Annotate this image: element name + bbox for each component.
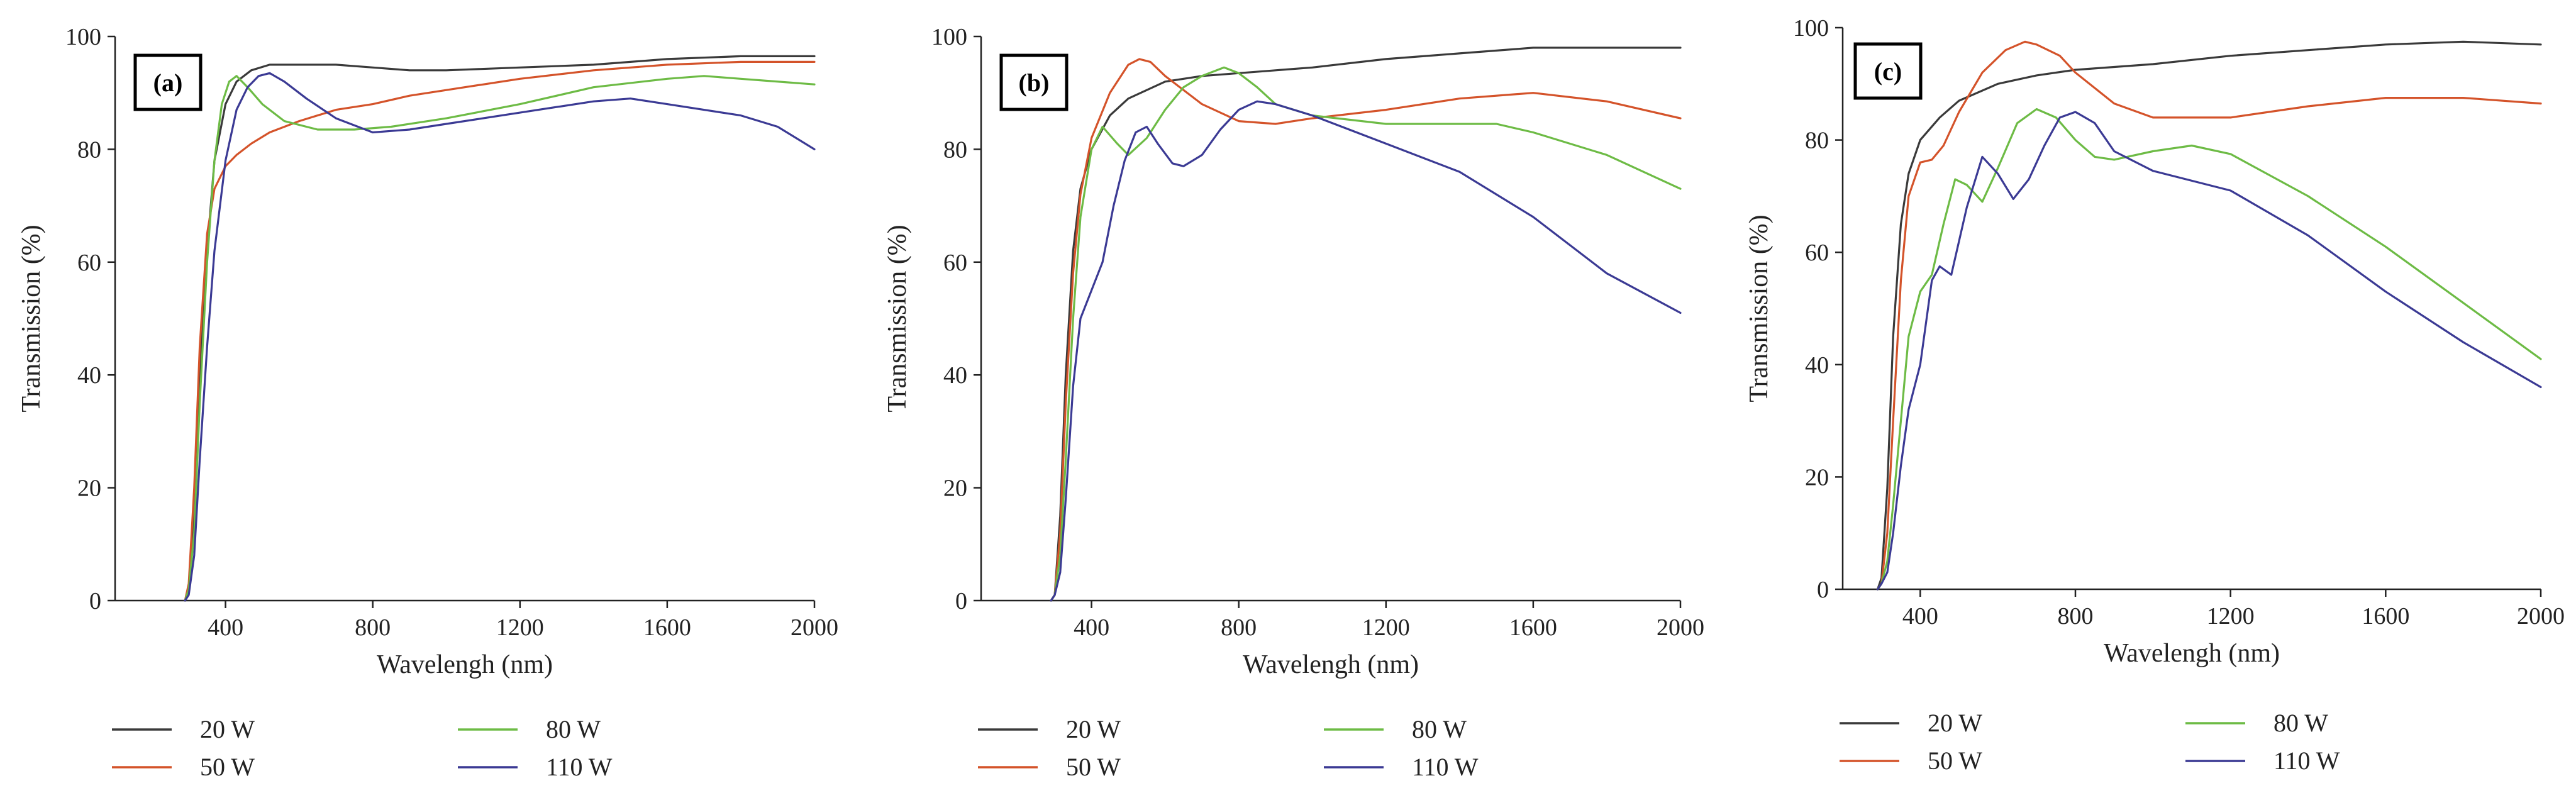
series-line-110-w bbox=[1876, 111, 2542, 591]
series-line-110-w bbox=[1050, 100, 1682, 602]
x-axis-title: Wavelengh (nm) bbox=[2104, 639, 2280, 668]
x-tick-label: 400 bbox=[208, 614, 243, 641]
y-axis-title: Transmission (%) bbox=[17, 225, 46, 412]
legend-label-110-w: 110 W bbox=[2273, 746, 2340, 775]
legend-label-110-w: 110 W bbox=[546, 753, 613, 781]
legend-label-50-w: 50 W bbox=[1066, 753, 1121, 781]
y-tick-label: 60 bbox=[943, 250, 967, 276]
y-tick-label: 60 bbox=[77, 250, 101, 276]
x-tick-label: 1600 bbox=[643, 614, 691, 641]
y-tick-label: 0 bbox=[955, 588, 967, 614]
series-line-20-w bbox=[1876, 40, 2542, 591]
panel-tag-box bbox=[999, 53, 1069, 111]
panel-tag-box bbox=[1853, 42, 1923, 100]
x-axis-title: Wavelengh (nm) bbox=[1243, 650, 1419, 679]
chart-panel-c: 0 20 40 60 80 100 400 800 1200 1600 2000 Wavelengh … bbox=[1745, 15, 2565, 775]
series-line-80-w bbox=[1050, 66, 1682, 602]
legend-label-20-w: 20 W bbox=[200, 715, 255, 743]
y-tick-label: 0 bbox=[1817, 577, 1829, 603]
series-line-20-w bbox=[1050, 47, 1682, 602]
x-tick-label: 800 bbox=[355, 614, 391, 641]
chart-panel-a: 0 20 40 60 80 100 400 800 1200 1600 2000 Wavelengh … bbox=[17, 24, 838, 781]
y-tick-label: 40 bbox=[77, 362, 101, 389]
y-tick-label: 60 bbox=[1805, 240, 1829, 266]
x-tick-label: 400 bbox=[1902, 603, 1938, 630]
y-tick-label: 20 bbox=[943, 475, 967, 502]
legend: 20 W 50 W 80 W 110 W bbox=[112, 715, 613, 781]
panel-tag-label: (b) bbox=[1019, 69, 1050, 97]
y-tick-label: 40 bbox=[943, 362, 967, 389]
x-tick-label: 2000 bbox=[1657, 614, 1704, 641]
y-tick-label: 0 bbox=[89, 588, 101, 614]
legend: 20 W 50 W 80 W 110 W bbox=[978, 715, 1479, 781]
series-line-50-w bbox=[1050, 58, 1682, 602]
y-tick-label: 40 bbox=[1805, 352, 1829, 379]
y-tick-label: 20 bbox=[77, 475, 101, 502]
series-line-20-w bbox=[184, 55, 816, 602]
chart-panel-b: 0 20 40 60 80 100 400 800 1200 1600 2000 Wavelengh … bbox=[883, 24, 1704, 781]
x-axis-title: Wavelengh (nm) bbox=[377, 650, 553, 679]
x-tick-label: 1600 bbox=[1509, 614, 1557, 641]
legend-label-20-w: 20 W bbox=[1066, 715, 1121, 743]
x-tick-label: 2000 bbox=[791, 614, 838, 641]
y-axis-title: Transmission (%) bbox=[883, 225, 912, 412]
x-tick-label: 1200 bbox=[2207, 603, 2255, 630]
panel-tag-box bbox=[133, 53, 203, 111]
legend-label-80-w: 80 W bbox=[2273, 709, 2328, 737]
legend-label-50-w: 50 W bbox=[200, 753, 255, 781]
series-line-110-w bbox=[184, 72, 816, 602]
series-line-80-w bbox=[184, 75, 816, 602]
legend-label-80-w: 80 W bbox=[546, 715, 601, 743]
series-line-80-w bbox=[1876, 108, 2542, 591]
y-tick-label: 80 bbox=[943, 136, 967, 163]
x-tick-label: 2000 bbox=[2517, 603, 2565, 630]
legend: 20 W 50 W 80 W 110 W bbox=[1840, 709, 2340, 775]
y-tick-label: 100 bbox=[65, 24, 101, 50]
x-tick-label: 800 bbox=[2058, 603, 2094, 630]
panel-tag-label: (a) bbox=[153, 69, 183, 97]
legend-label-80-w: 80 W bbox=[1412, 715, 1467, 743]
legend-label-110-w: 110 W bbox=[1412, 753, 1479, 781]
legend-label-50-w: 50 W bbox=[1928, 746, 1982, 775]
y-tick-label: 20 bbox=[1805, 464, 1829, 491]
y-tick-label: 100 bbox=[1793, 15, 1829, 42]
y-tick-label: 80 bbox=[1805, 128, 1829, 154]
x-tick-label: 1600 bbox=[2362, 603, 2409, 630]
x-tick-label: 1200 bbox=[1362, 614, 1410, 641]
series-line-50-w bbox=[1876, 40, 2542, 591]
y-tick-label: 80 bbox=[77, 136, 101, 163]
series-line-50-w bbox=[184, 60, 816, 602]
y-tick-label: 100 bbox=[931, 24, 967, 50]
x-tick-label: 400 bbox=[1074, 614, 1109, 641]
y-axis-title: Transmission (%) bbox=[1745, 214, 1774, 402]
legend-label-20-w: 20 W bbox=[1928, 709, 1982, 737]
panel-tag-label: (c) bbox=[1874, 57, 1902, 86]
x-tick-label: 1200 bbox=[496, 614, 544, 641]
x-tick-label: 800 bbox=[1221, 614, 1257, 641]
